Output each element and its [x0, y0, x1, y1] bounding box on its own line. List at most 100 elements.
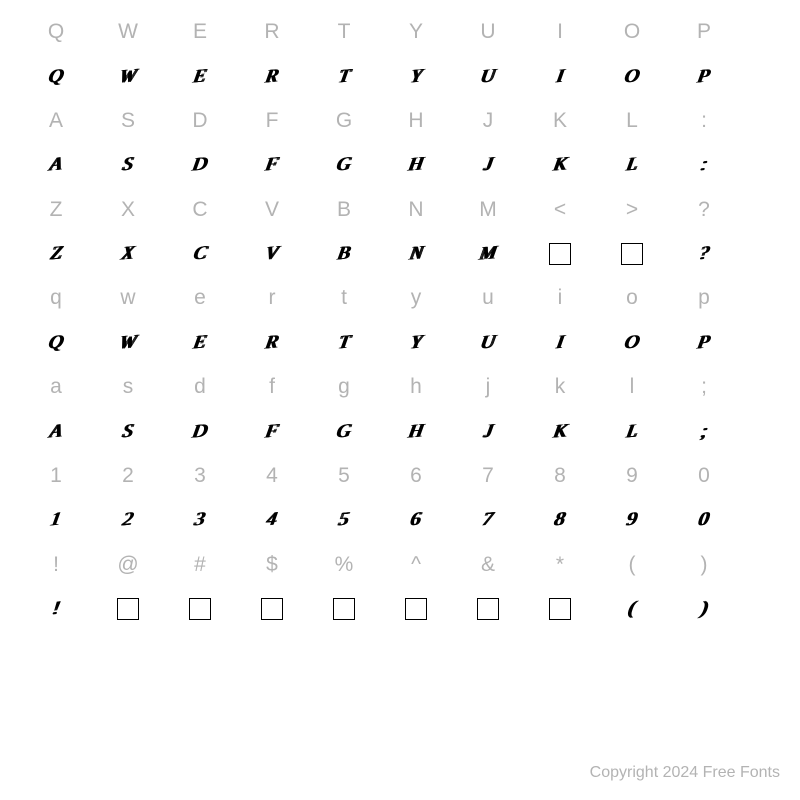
char-glyph: 1: [20, 498, 92, 542]
glyph-text: H: [407, 420, 425, 443]
char-label: 6: [380, 454, 452, 498]
label-text: 5: [338, 464, 350, 488]
glyph-text: G: [335, 420, 353, 443]
char-glyph: I: [524, 54, 596, 98]
char-glyph: N: [380, 232, 452, 276]
label-text: 8: [554, 464, 566, 488]
char-glyph: !: [20, 587, 92, 631]
glyph-text: H: [407, 154, 425, 177]
char-label: Z: [20, 188, 92, 232]
label-text: E: [193, 20, 207, 44]
label-text: 7: [482, 464, 494, 488]
char-glyph: S: [92, 409, 164, 453]
glyph-text: (: [627, 598, 637, 620]
char-label: g: [308, 365, 380, 409]
char-glyph: J: [452, 143, 524, 187]
char-glyph: O: [596, 54, 668, 98]
char-glyph: [92, 587, 164, 631]
label-text: ?: [698, 198, 710, 222]
char-label: 9: [596, 454, 668, 498]
char-label: @: [92, 543, 164, 587]
glyph-text: Y: [409, 331, 424, 354]
char-label: K: [524, 99, 596, 143]
char-glyph: U: [452, 321, 524, 365]
label-text: p: [698, 286, 710, 310]
glyph-text: U: [479, 65, 497, 88]
label-text: $: [266, 553, 278, 577]
glyph-text: Q: [47, 65, 65, 88]
label-text: r: [269, 286, 276, 310]
glyph-text: V: [264, 243, 280, 266]
label-text: X: [121, 198, 135, 222]
label-text: N: [408, 198, 423, 222]
char-label: A: [20, 99, 92, 143]
char-glyph: P: [668, 54, 740, 98]
glyph-text: E: [192, 65, 208, 88]
glyph-text: 9: [625, 509, 639, 532]
glyph-text: D: [191, 420, 209, 443]
char-label: u: [452, 276, 524, 320]
label-text: R: [264, 20, 279, 44]
label-text: q: [50, 286, 62, 310]
glyph-text: A: [48, 154, 64, 177]
label-text: *: [556, 553, 564, 577]
char-glyph: E: [164, 321, 236, 365]
char-glyph: E: [164, 54, 236, 98]
char-glyph: D: [164, 409, 236, 453]
char-label: 5: [308, 454, 380, 498]
glyph-text: N: [408, 243, 425, 266]
glyph-text: :: [699, 154, 709, 176]
char-label: &: [452, 543, 524, 587]
label-text: Q: [48, 20, 64, 44]
label-text: W: [118, 20, 138, 44]
missing-glyph-box: [189, 598, 211, 620]
char-label: I: [524, 10, 596, 54]
label-text: k: [555, 375, 566, 399]
label-text: l: [630, 375, 635, 399]
char-label: R: [236, 10, 308, 54]
label-text: (: [629, 553, 636, 577]
char-label: s: [92, 365, 164, 409]
char-glyph: G: [308, 409, 380, 453]
label-text: P: [697, 20, 711, 44]
char-label: w: [92, 276, 164, 320]
char-glyph: L: [596, 143, 668, 187]
char-label: 8: [524, 454, 596, 498]
char-glyph: W: [92, 54, 164, 98]
char-glyph: ): [668, 587, 740, 631]
glyph-text: I: [555, 65, 565, 87]
glyph-text: K: [552, 420, 569, 443]
char-label: W: [92, 10, 164, 54]
char-label: N: [380, 188, 452, 232]
missing-glyph-box: [333, 598, 355, 620]
char-label: P: [668, 10, 740, 54]
char-glyph: [236, 587, 308, 631]
char-label: q: [20, 276, 92, 320]
char-label: 4: [236, 454, 308, 498]
glyph-text: X: [120, 243, 136, 266]
label-text: o: [626, 286, 638, 310]
char-glyph: F: [236, 409, 308, 453]
char-glyph: 0: [668, 498, 740, 542]
char-label: 3: [164, 454, 236, 498]
char-glyph: J: [452, 409, 524, 453]
label-text: j: [486, 375, 491, 399]
char-label: M: [452, 188, 524, 232]
label-text: M: [479, 198, 497, 222]
char-glyph: F: [236, 143, 308, 187]
char-glyph: I: [524, 321, 596, 365]
char-label: *: [524, 543, 596, 587]
glyph-text: Q: [47, 331, 65, 354]
glyph-text: J: [482, 420, 495, 443]
char-glyph: W: [92, 321, 164, 365]
glyph-text: ?: [697, 243, 711, 266]
label-text: <: [554, 198, 566, 222]
char-label: ^: [380, 543, 452, 587]
label-text: f: [269, 375, 275, 399]
label-text: H: [408, 109, 423, 133]
glyph-text: T: [337, 65, 352, 88]
char-glyph: [308, 587, 380, 631]
glyph-text: U: [479, 331, 497, 354]
char-label: C: [164, 188, 236, 232]
char-label: 0: [668, 454, 740, 498]
